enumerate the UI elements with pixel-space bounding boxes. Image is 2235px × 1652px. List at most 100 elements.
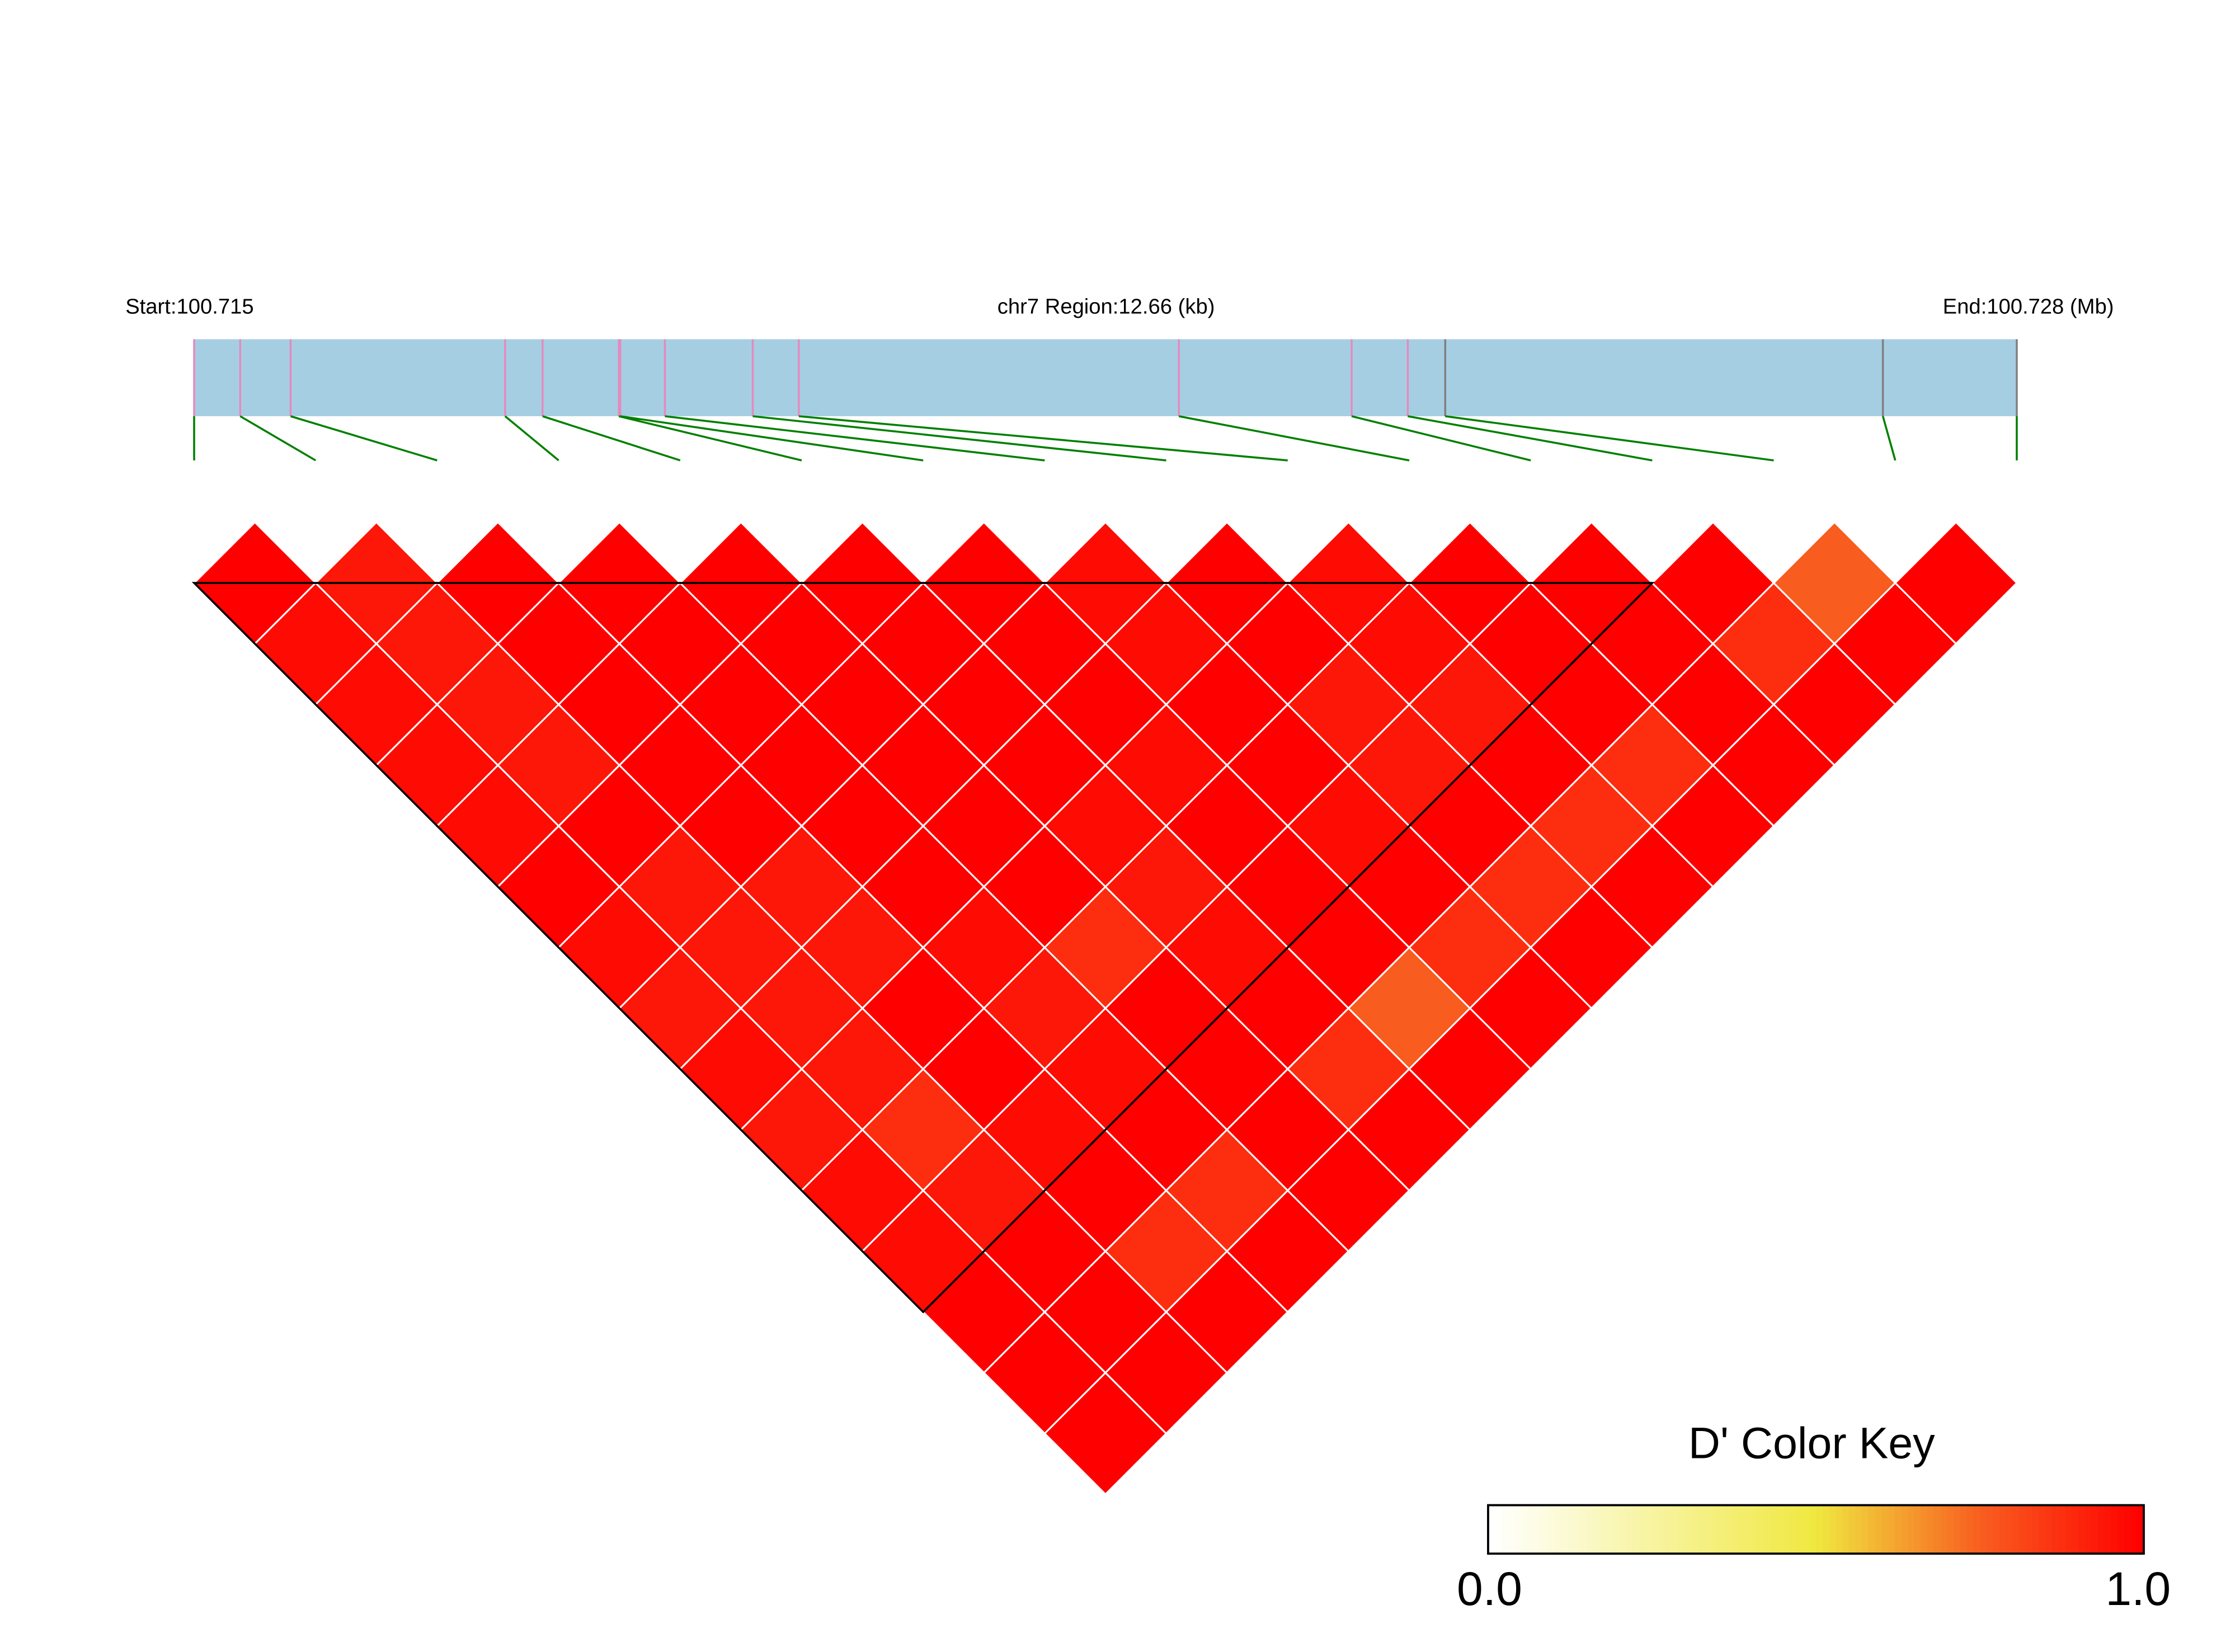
region-bar <box>194 339 2017 416</box>
color-key-swatch <box>1763 1505 1771 1554</box>
snp-connector-line <box>1351 415 1531 462</box>
color-key-swatch <box>1914 1505 1922 1554</box>
color-key-swatch <box>2078 1505 2086 1554</box>
color-key-swatch <box>2039 1505 2046 1554</box>
color-key-swatch <box>1836 1505 1843 1554</box>
color-key-swatch <box>1599 1505 1607 1554</box>
snp-connector-line <box>665 415 1045 462</box>
ld-block-triangle <box>191 582 1655 1314</box>
color-key-swatch <box>1580 1505 1587 1554</box>
color-key-swatch <box>1815 1505 1823 1554</box>
color-key-swatch <box>2012 1505 2020 1554</box>
snp-connectors <box>193 415 2018 462</box>
color-key-swatch <box>1809 1505 1817 1554</box>
color-key-swatch <box>1954 1505 1961 1554</box>
color-key-swatch <box>1829 1505 1836 1554</box>
color-key-swatch <box>1921 1505 1928 1554</box>
color-key-swatch <box>1586 1505 1594 1554</box>
color-key-swatch <box>2137 1505 2144 1554</box>
color-key-swatch <box>1822 1505 1830 1554</box>
snp-connector-line <box>620 415 924 462</box>
ld-cells <box>192 521 2018 1496</box>
color-key-swatch <box>2097 1505 2105 1554</box>
color-key-title: D' Color Key <box>1688 1418 1935 1467</box>
color-key-swatch <box>2052 1505 2059 1554</box>
color-key-swatch <box>1704 1505 1712 1554</box>
snp-connector-line <box>1881 416 1897 461</box>
snp-connector-line <box>239 415 317 462</box>
color-key-swatch <box>1881 1505 1889 1554</box>
color-key-swatch <box>1947 1505 1954 1554</box>
color-key-swatch <box>1560 1505 1568 1554</box>
color-key-swatch <box>1933 1505 1941 1554</box>
color-key-swatch <box>2058 1505 2066 1554</box>
color-key-swatch <box>2130 1505 2138 1554</box>
color-key-swatch <box>1744 1505 1751 1554</box>
color-key-swatch <box>2085 1505 2092 1554</box>
color-key-swatch <box>1665 1505 1672 1554</box>
color-key-swatch <box>1966 1505 1974 1554</box>
color-key-swatch <box>2072 1505 2079 1554</box>
color-key-swatch <box>1619 1505 1626 1554</box>
color-key-swatch <box>1770 1505 1777 1554</box>
color-key-swatch <box>1632 1505 1640 1554</box>
snp-connector-line <box>752 415 1166 462</box>
color-key-swatch <box>1908 1505 1915 1554</box>
color-key-swatch <box>2006 1505 2013 1554</box>
color-key-swatch <box>1803 1505 1810 1554</box>
color-key-swatch <box>1724 1505 1731 1554</box>
color-key-swatch <box>1593 1505 1600 1554</box>
color-key-swatch <box>1927 1505 1935 1554</box>
color-key-swatch <box>2111 1505 2118 1554</box>
color-key-swatch <box>1527 1505 1535 1554</box>
color-key: D' Color Key 0.0 1.0 <box>1457 1418 2171 1615</box>
color-key-swatch <box>1488 1505 1495 1554</box>
color-key-swatch <box>1678 1505 1686 1554</box>
color-key-swatch <box>1691 1505 1698 1554</box>
color-key-swatch <box>1540 1505 1548 1554</box>
color-key-swatch <box>1645 1505 1653 1554</box>
color-key-swatch <box>1776 1505 1784 1554</box>
color-key-swatch <box>1554 1505 1561 1554</box>
snp-connector-line <box>618 415 802 462</box>
color-key-swatch <box>1737 1505 1744 1554</box>
color-key-swatch <box>1796 1505 1804 1554</box>
snp-connector-line <box>542 415 681 462</box>
color-key-swatch <box>1750 1505 1758 1554</box>
color-key-swatch <box>1848 1505 1856 1554</box>
color-key-swatch <box>1842 1505 1850 1554</box>
color-key-min-label: 0.0 <box>1457 1562 1522 1615</box>
color-key-swatch <box>1940 1505 1948 1554</box>
snp-connector-line <box>1445 415 1774 462</box>
color-key-swatch <box>1508 1505 1515 1554</box>
color-key-swatch <box>1606 1505 1613 1554</box>
color-key-swatch <box>1547 1505 1554 1554</box>
color-key-swatch <box>1730 1505 1738 1554</box>
color-key-swatch <box>2032 1505 2040 1554</box>
color-key-swatch <box>2019 1505 2026 1554</box>
color-key-swatch <box>2091 1505 2098 1554</box>
ld-cell <box>1894 521 2018 645</box>
color-key-swatch <box>2124 1505 2132 1554</box>
color-key-swatch <box>1960 1505 1968 1554</box>
color-key-swatch <box>1783 1505 1790 1554</box>
color-key-swatch <box>2025 1505 2033 1554</box>
color-key-swatch <box>2065 1505 2072 1554</box>
snp-connector-line <box>504 415 559 462</box>
color-key-swatch <box>1718 1505 1725 1554</box>
color-key-swatch <box>2045 1505 2053 1554</box>
region-start-label: Start:100.715 <box>125 295 253 319</box>
color-key-max-label: 1.0 <box>2105 1562 2171 1615</box>
color-key-swatch <box>1790 1505 1797 1554</box>
snp-connector-line <box>290 415 437 462</box>
snp-marks <box>193 339 2018 416</box>
color-key-bar <box>1488 1505 2144 1554</box>
color-key-swatch <box>2118 1505 2125 1554</box>
color-key-swatch <box>1514 1505 1522 1554</box>
color-key-swatch <box>1494 1505 1502 1554</box>
color-key-swatch <box>1566 1505 1574 1554</box>
region-title-label: chr7 Region:12.66 (kb) <box>997 295 1215 319</box>
color-key-swatch <box>1993 1505 2000 1554</box>
color-key-swatch <box>1685 1505 1692 1554</box>
